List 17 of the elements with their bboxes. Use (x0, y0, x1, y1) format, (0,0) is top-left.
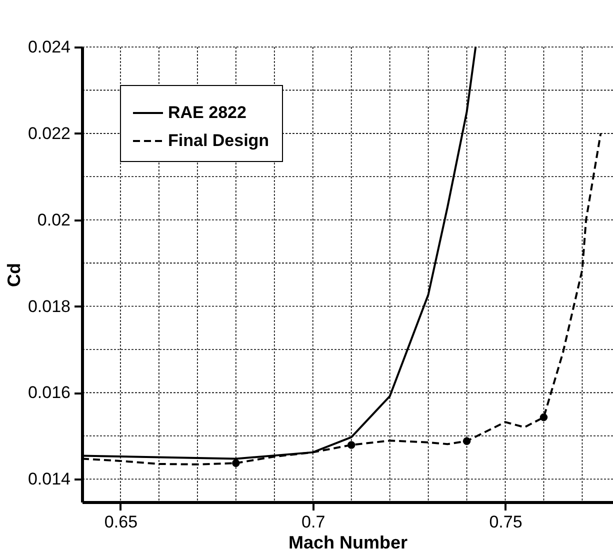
x-tick-label: 0.75 (489, 512, 522, 532)
point (347, 441, 356, 449)
y-tick-label: 0.018 (28, 296, 70, 316)
x-tick-label: 0.7 (302, 512, 326, 532)
y-tick-label: 0.02 (37, 210, 70, 230)
point (540, 413, 548, 422)
y-tick-label: 0.024 (28, 38, 70, 56)
y-tick-label: 0.022 (28, 124, 70, 143)
y-tick-label: 0.016 (28, 383, 70, 402)
x-tick-label: 0.65 (104, 512, 138, 532)
y-axis-title: Cd (4, 263, 24, 287)
legend-label: RAE 2822 (168, 103, 246, 122)
y-tick-label: 0.014 (28, 470, 70, 489)
x-axis-title: Mach Number (288, 532, 408, 550)
point (462, 437, 471, 445)
legend-label: Final Design (168, 131, 270, 150)
point (232, 459, 240, 467)
